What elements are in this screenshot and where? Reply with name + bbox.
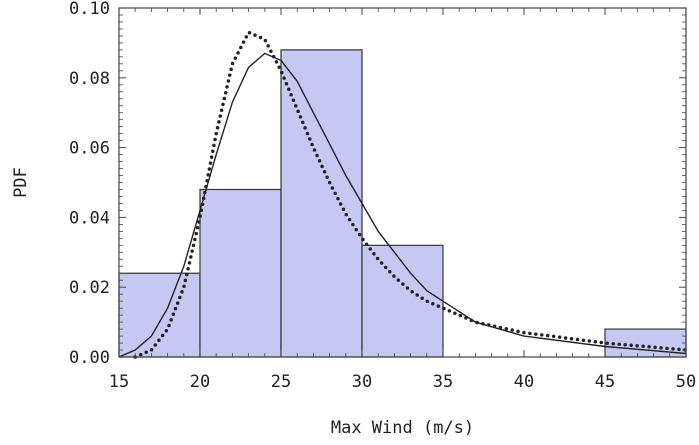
y-tick-label: 0.00 — [69, 348, 110, 368]
x-tick-label: 15 — [109, 372, 129, 392]
y-tick-labels: 0.00 0.02 0.04 0.06 0.08 0.10 — [69, 0, 110, 368]
x-axis-label: Max Wind (m/s) — [331, 418, 474, 438]
histogram-bar-3 — [361, 244, 444, 358]
x-tick-label: 35 — [433, 372, 453, 392]
y-axis-label: PDF — [11, 167, 31, 198]
x-tick-labels: 15 20 25 30 35 40 45 50 — [109, 372, 696, 392]
y-tick-label: 0.04 — [69, 208, 110, 228]
x-tick-label: 40 — [514, 372, 534, 392]
x-tick-label: 50 — [676, 372, 696, 392]
x-tick-label: 20 — [190, 372, 210, 392]
histogram-bar-0 — [118, 272, 201, 358]
x-tick-label: 45 — [595, 372, 615, 392]
y-tick-label: 0.06 — [69, 139, 110, 159]
density-curves — [118, 30, 688, 359]
solid-curve — [118, 52, 687, 358]
y-tick-label: 0.10 — [69, 0, 110, 19]
histogram-bar-1 — [199, 188, 282, 358]
y-tick-label: 0.08 — [69, 69, 110, 89]
histogram-bar-2 — [280, 49, 363, 358]
x-tick-label: 30 — [352, 372, 372, 392]
histogram-bars — [118, 49, 687, 358]
y-tick-label: 0.02 — [69, 278, 110, 298]
dotted-curve — [133, 30, 688, 359]
x-tick-label: 25 — [271, 372, 291, 392]
axis-ticks — [118, 7, 687, 358]
